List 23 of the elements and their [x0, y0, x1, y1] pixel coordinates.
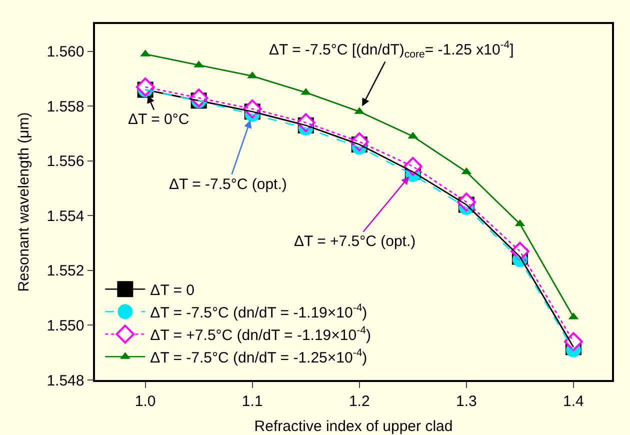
- annotation: ΔT = 0°C: [128, 111, 190, 128]
- legend-label: ΔT = -7.5°C (dn/dT = -1.25×10$^{-4}$): [150, 347, 368, 366]
- y-tick-label: 1.548: [46, 372, 84, 390]
- x-tick-label: 1.0: [134, 392, 156, 410]
- x-axis-title: Refractive index of upper clad: [254, 418, 453, 435]
- x-tick-label: 1.1: [242, 392, 263, 410]
- legend-label: ΔT = -7.5°C (dn/dT = -1.19×10$^{-4}$): [150, 302, 368, 322]
- legend-label: ΔT = +7.5°C (dn/dT = -1.19×10$^{-4}$): [150, 324, 371, 344]
- point: [136, 78, 155, 96]
- y-tick-label: 1.554: [46, 208, 84, 225]
- x-tick-label: 1.3: [456, 392, 477, 410]
- y-tick-label: 1.558: [46, 98, 84, 116]
- x-tick-label: 1.4: [563, 392, 584, 410]
- x-tick-label: 1.2: [348, 392, 370, 410]
- annotation: ΔT = +7.5°C (opt.): [294, 233, 416, 250]
- annotation: ΔT = -7.5°C [(dn/dT)$_{core}$= -1.25 x10$^{-4}$]: [269, 39, 514, 60]
- y-tick-label: 1.550: [46, 317, 84, 334]
- y-tick-label: 1.560: [46, 44, 84, 61]
- y-tick-label: 1.556: [46, 153, 84, 170]
- annotation: ΔT = -7.5°C (opt.): [169, 176, 287, 193]
- legend-label: ΔT = 0: [150, 282, 195, 299]
- y-tick-label: 1.552: [46, 262, 84, 280]
- y-axis-title: Resonant wavelength (μm): [15, 112, 32, 292]
